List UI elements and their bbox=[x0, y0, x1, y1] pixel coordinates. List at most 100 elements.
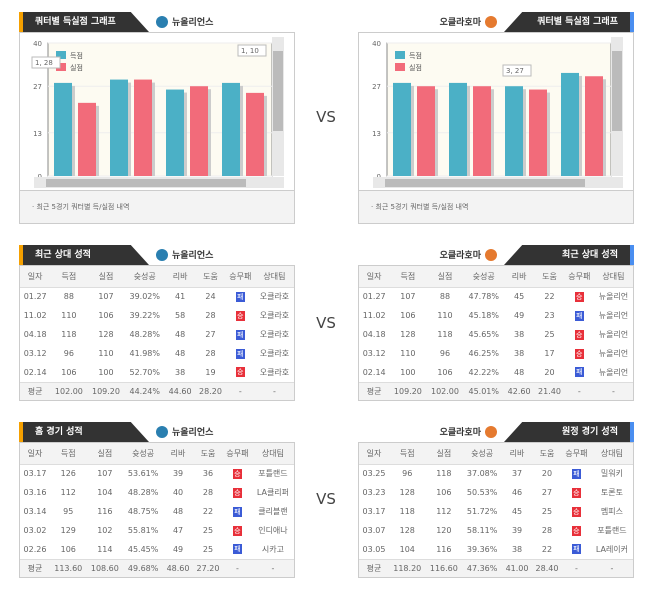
cell: 118 bbox=[399, 507, 415, 516]
avg-cell: 102.00 bbox=[50, 381, 88, 400]
legend-swatch bbox=[56, 63, 66, 71]
avg-cell: 44.60 bbox=[164, 381, 196, 400]
cell: 100 bbox=[400, 367, 416, 377]
cell: 128 bbox=[400, 330, 416, 339]
avg-cell: 44.24% bbox=[124, 381, 165, 400]
avg-cell: 45.01% bbox=[463, 381, 504, 400]
bar-allowed bbox=[529, 89, 547, 176]
vs-label: VS bbox=[316, 108, 336, 126]
cell: 96 bbox=[402, 469, 413, 479]
cell: 118 bbox=[436, 469, 452, 479]
cell: 118 bbox=[61, 330, 77, 339]
cell: 03.07 bbox=[362, 526, 386, 535]
cell: 25 bbox=[541, 507, 553, 516]
section-title: 홈 경기 성적 bbox=[19, 422, 149, 442]
win-badge: 승 bbox=[574, 291, 584, 302]
win-badge: 승 bbox=[235, 367, 245, 378]
cell: 24 bbox=[205, 292, 216, 302]
horizontal-scroll-thumb[interactable] bbox=[385, 179, 585, 187]
avg-cell: 109.20 bbox=[389, 381, 427, 400]
cell: 46.25% bbox=[468, 349, 499, 358]
tooltip-text: 1, 28 bbox=[35, 59, 53, 67]
cell: 110 bbox=[400, 349, 416, 358]
column-header: 상대팀 bbox=[251, 443, 294, 465]
stats-table-box: 일자 득점 실점 슛성공 리바 도움 승무패 상대팀 01.27 88 107 39.02% 41 24 패… bbox=[19, 265, 295, 401]
win-badge: 승 bbox=[235, 310, 245, 321]
cell: 28 bbox=[205, 311, 216, 320]
stats-table-box: 일자 득점 실점 슛성공 리바 도움 승무패 상대팀 03.25 96 118 37.08% 37 20 패… bbox=[358, 442, 634, 578]
cell: 02.14 bbox=[362, 367, 386, 377]
cell: 100 bbox=[98, 367, 114, 377]
cell: 106 bbox=[60, 544, 76, 554]
avg-cell: - bbox=[593, 381, 633, 400]
win-badge: 승 bbox=[232, 487, 242, 498]
cell: 01.27 bbox=[362, 292, 386, 302]
table-row: 03.05 104 116 39.36% 38 22 패 LA레이커 bbox=[359, 540, 633, 559]
cell: 39.02% bbox=[129, 292, 160, 302]
avg-cell: 42.60 bbox=[503, 381, 535, 400]
bar-scored bbox=[505, 86, 523, 176]
cell: 오클라호 bbox=[259, 349, 290, 358]
team-logo-icon bbox=[156, 248, 168, 261]
avg-cell: 평균 bbox=[20, 558, 50, 577]
cell: 47.78% bbox=[468, 292, 499, 302]
cell: LA클리퍼 bbox=[256, 488, 290, 497]
table-row: 02.14 106 100 52.70% 38 19 승 오클라호 bbox=[20, 363, 294, 382]
cell: 106 bbox=[436, 488, 452, 497]
cell: 11.02 bbox=[23, 311, 47, 320]
column-header: 승무패 bbox=[564, 266, 594, 288]
cell: 03.12 bbox=[23, 349, 47, 358]
column-header: 승무패 bbox=[561, 443, 591, 465]
cell: 102 bbox=[97, 526, 113, 535]
team-name: 오클라호마 bbox=[439, 428, 481, 438]
home-chart-section: 쿼터별 득실점 그래프 뉴올리언스 0132740득점실점1, 281, 10·… bbox=[19, 12, 295, 224]
avg-cell: 21.40 bbox=[534, 381, 565, 400]
vertical-scroll-thumb[interactable] bbox=[612, 51, 622, 131]
avg-cell: - bbox=[251, 558, 294, 577]
avg-cell: 108.60 bbox=[86, 558, 124, 577]
cell: 40 bbox=[172, 488, 184, 497]
cell: 04.18 bbox=[362, 330, 386, 339]
cell: 01.27 bbox=[23, 292, 47, 302]
avg-cell: 41.00 bbox=[502, 558, 533, 577]
cell: 48 bbox=[175, 349, 186, 358]
vertical-scroll-thumb[interactable] bbox=[273, 51, 283, 131]
cell: 22 bbox=[541, 544, 553, 554]
cell: 39 bbox=[172, 469, 184, 479]
cell: 107 bbox=[98, 292, 114, 302]
cell: 50.53% bbox=[466, 488, 498, 497]
bar-allowed bbox=[190, 86, 208, 176]
cell: 22 bbox=[202, 507, 214, 516]
team-name: 뉴올리언스 bbox=[172, 18, 214, 28]
column-header: 리바 bbox=[503, 266, 535, 288]
vs-label: VS bbox=[316, 314, 336, 332]
loss-badge: 패 bbox=[571, 544, 581, 555]
cell: 38 bbox=[175, 367, 186, 377]
avg-cell: 118.20 bbox=[388, 558, 426, 577]
cell: 39.36% bbox=[466, 544, 498, 554]
bar-scored bbox=[449, 82, 467, 176]
section-title: 최근 상대 성적 bbox=[19, 245, 149, 265]
column-header: 슛성공 bbox=[123, 443, 164, 465]
avg-cell: - bbox=[225, 381, 255, 400]
cell: 112 bbox=[436, 507, 452, 516]
cell: 116 bbox=[436, 544, 452, 554]
stats-table-box: 일자 득점 실점 슛성공 리바 도움 승무패 상대팀 03.17 126 107 53.61% 39 36… bbox=[19, 442, 295, 578]
column-header: 슛성공 bbox=[463, 266, 504, 288]
y-tick-label: 27 bbox=[33, 83, 42, 91]
cell: 42.22% bbox=[468, 367, 499, 377]
average-row: 평균 113.60 108.60 49.68% 48.60 27.20- - bbox=[20, 558, 294, 577]
vs-label: VS bbox=[316, 490, 336, 508]
cell: 04.18 bbox=[23, 330, 47, 339]
cell: 48 bbox=[172, 507, 184, 516]
table-row: 03.17 126 107 53.61% 39 36 승 포틀랜드 bbox=[20, 464, 294, 483]
column-header: 리바 bbox=[163, 443, 194, 465]
cell: 126 bbox=[60, 469, 76, 479]
win-badge: 승 bbox=[232, 525, 242, 536]
cell: 45.45% bbox=[127, 544, 159, 554]
cell: 110 bbox=[98, 349, 114, 358]
bar-allowed bbox=[473, 86, 491, 176]
horizontal-scroll-thumb[interactable] bbox=[46, 179, 246, 187]
avg-cell: - bbox=[222, 558, 252, 577]
cell: 인디애나 bbox=[258, 526, 288, 535]
